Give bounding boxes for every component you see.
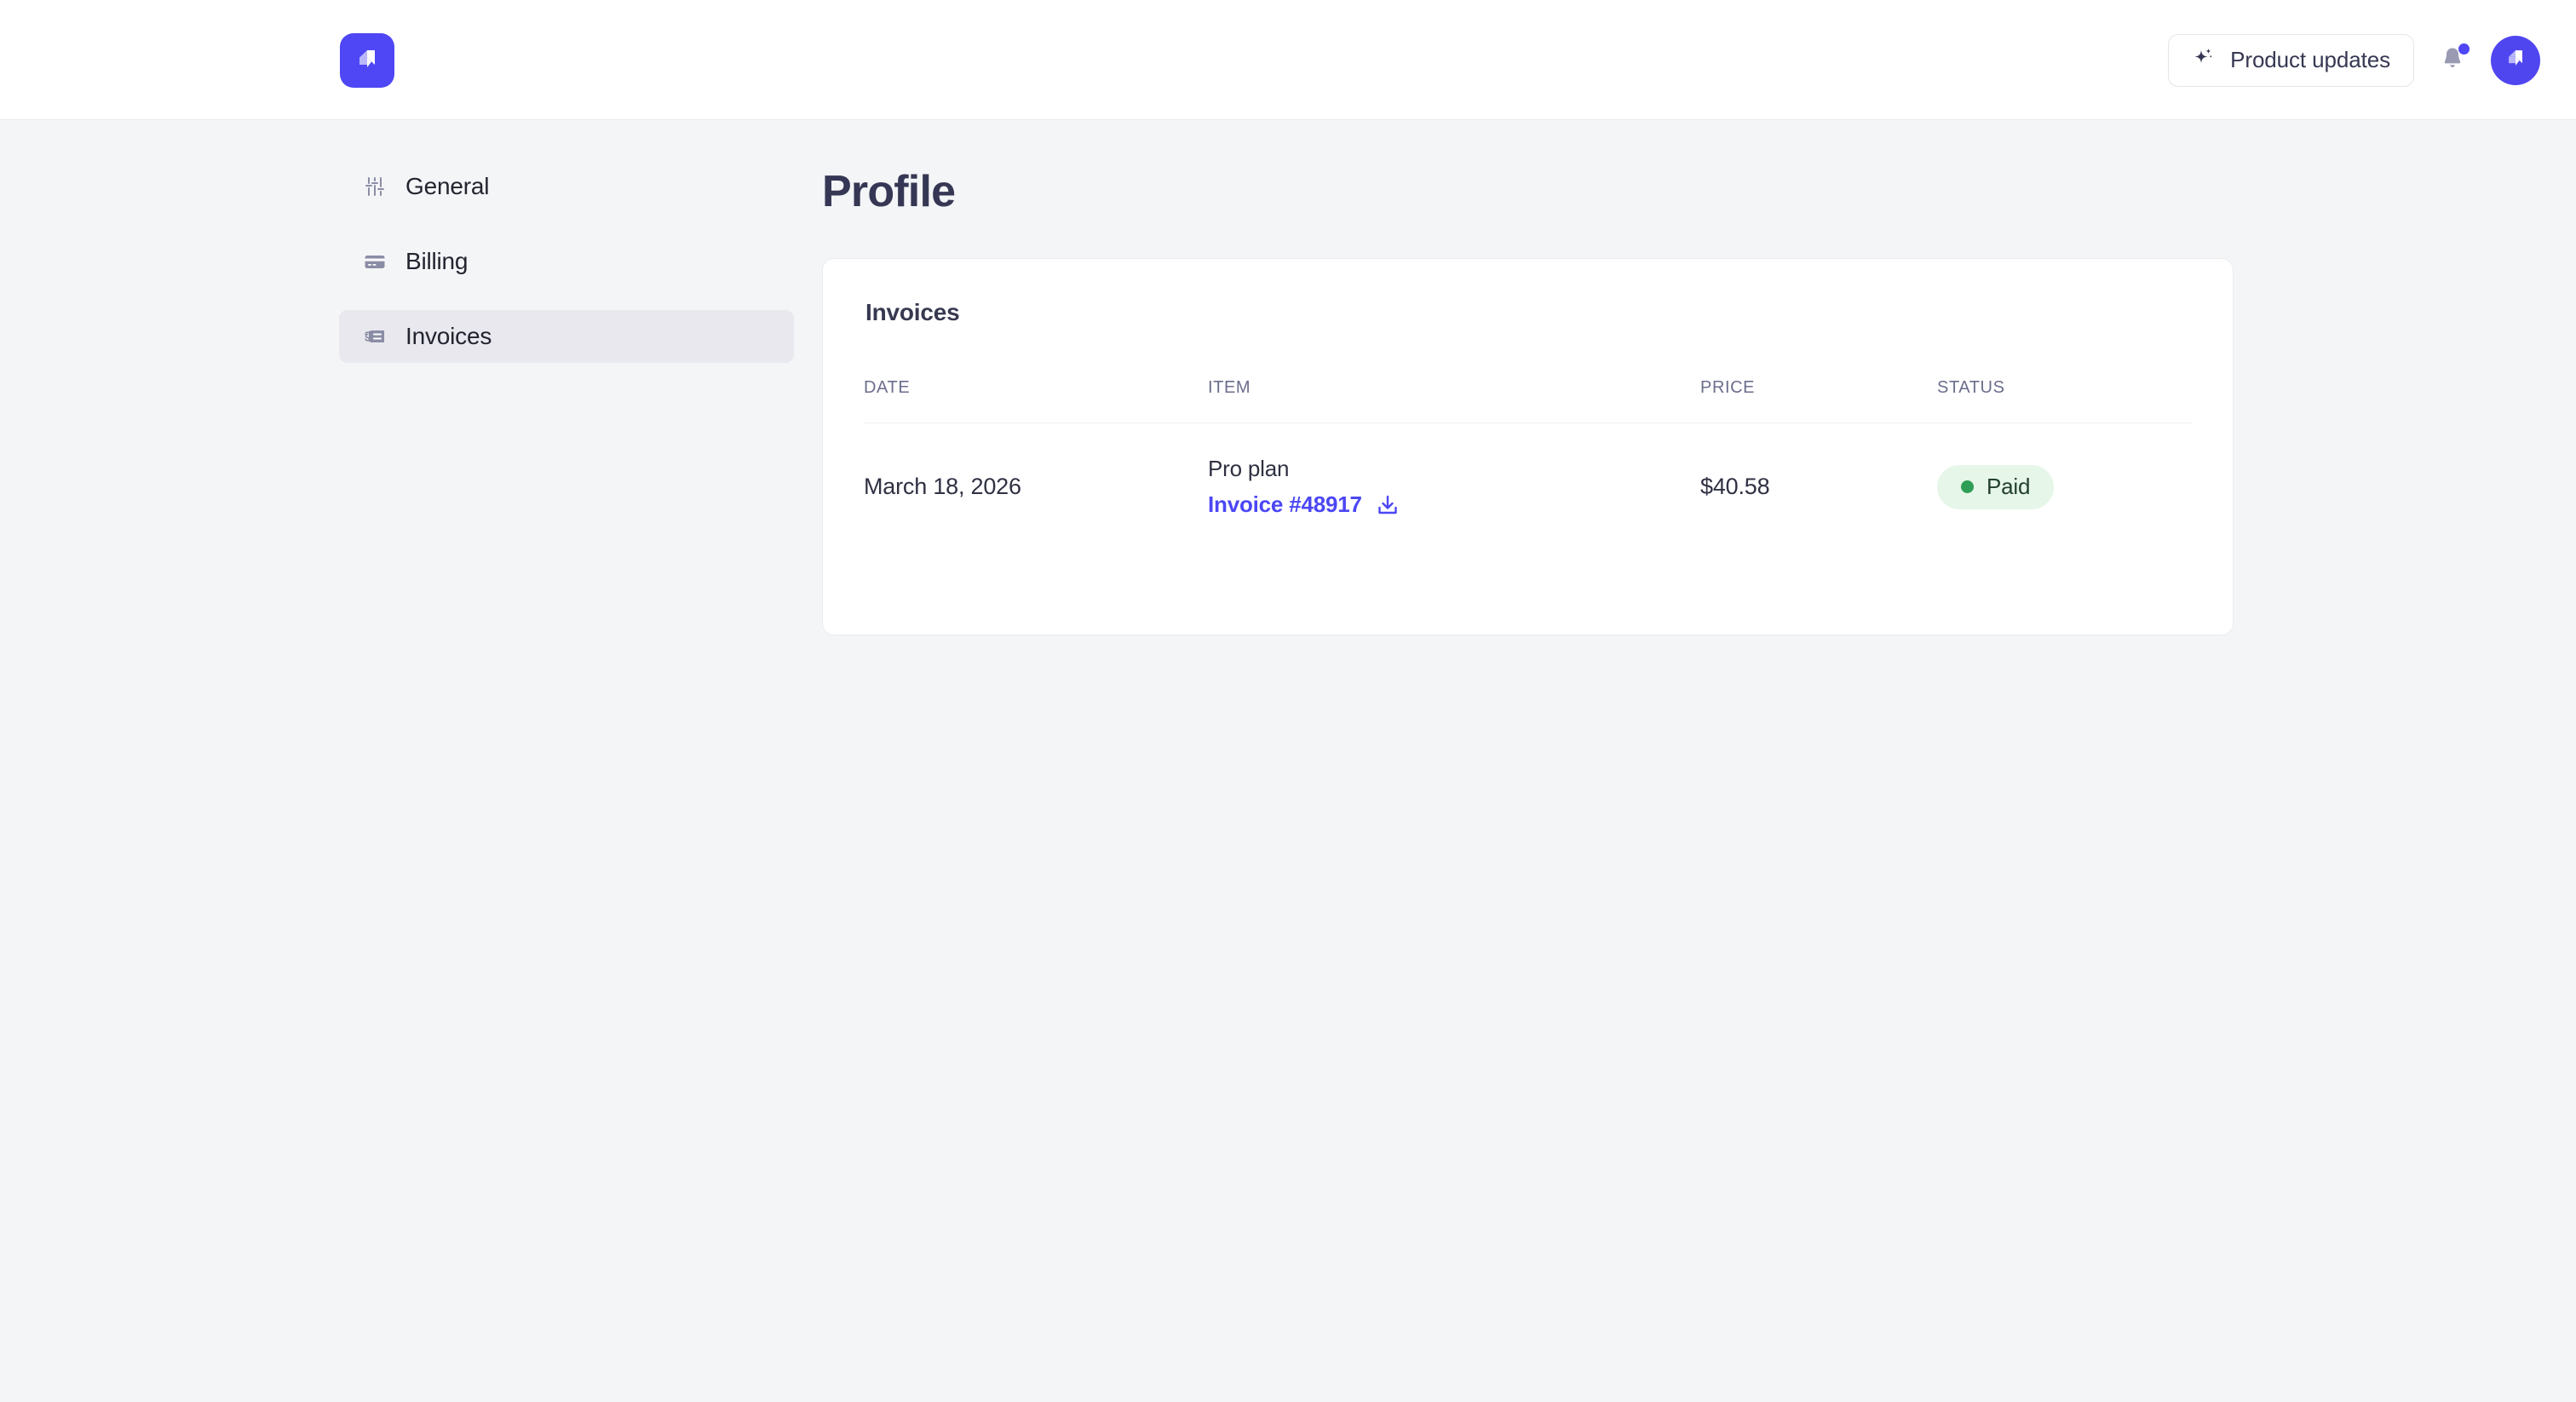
sidebar-item-invoices[interactable]: Invoices [339, 310, 794, 363]
notification-badge-dot [2458, 43, 2470, 55]
table-row: March 18, 2026 Pro plan Invoice #48917 [864, 423, 2192, 518]
receipt-icon [363, 325, 387, 348]
column-header-price: PRICE [1700, 378, 1756, 397]
sliders-icon [363, 175, 387, 198]
sidebar-item-label: Invoices [405, 323, 492, 349]
column-header-date: DATE [864, 378, 911, 397]
column-header-item: ITEM [1208, 378, 1251, 397]
invoices-card: Invoices DATE ITEM PRICE STATUS March 18… [822, 258, 2234, 635]
app-logo[interactable] [340, 33, 394, 88]
product-updates-label: Product updates [2230, 47, 2390, 72]
column-header-status: STATUS [1937, 378, 2005, 397]
sparkles-icon [2192, 46, 2216, 74]
avatar[interactable] [2491, 35, 2540, 85]
table-header-row: DATE ITEM PRICE STATUS [864, 378, 2192, 423]
status-badge: Paid [1937, 464, 2055, 509]
sidebar-item-label: General [405, 173, 490, 199]
bell-icon [2439, 44, 2466, 76]
sidebar-item-label: Billing [405, 248, 469, 274]
status-badge-label: Paid [1987, 474, 2031, 499]
invoice-date: March 18, 2026 [864, 474, 1021, 499]
invoice-link-row: Invoice #48917 [1208, 491, 1700, 518]
settings-sidebar: General Billing Invoices [339, 160, 794, 385]
invoice-number-link[interactable]: Invoice #48917 [1208, 491, 1362, 517]
sidebar-item-billing[interactable]: Billing [339, 235, 794, 288]
app-logo-mark-icon [2503, 45, 2528, 75]
card-title: Invoices [865, 299, 960, 325]
notifications-button[interactable] [2435, 43, 2470, 78]
status-dot-icon [1961, 480, 1974, 493]
cell-date: March 18, 2026 [864, 474, 1208, 500]
product-updates-button[interactable]: Product updates [2168, 33, 2414, 87]
invoices-table: DATE ITEM PRICE STATUS March 18, 2026 Pr… [864, 378, 2192, 518]
app-logo-mark-icon [353, 44, 382, 78]
top-bar: Product updates [0, 0, 2576, 120]
cell-status: Paid [1937, 464, 2192, 509]
page-title: Profile [822, 167, 956, 216]
download-icon[interactable] [1376, 493, 1400, 517]
cell-price: $40.58 [1700, 474, 1937, 500]
invoice-price: $40.58 [1700, 474, 1770, 499]
invoice-item-name: Pro plan [1208, 456, 1290, 481]
credit-card-icon [363, 250, 387, 273]
top-bar-actions: Product updates [2168, 0, 2540, 120]
sidebar-item-general[interactable]: General [339, 160, 794, 213]
cell-item: Pro plan Invoice #48917 [1208, 456, 1700, 518]
